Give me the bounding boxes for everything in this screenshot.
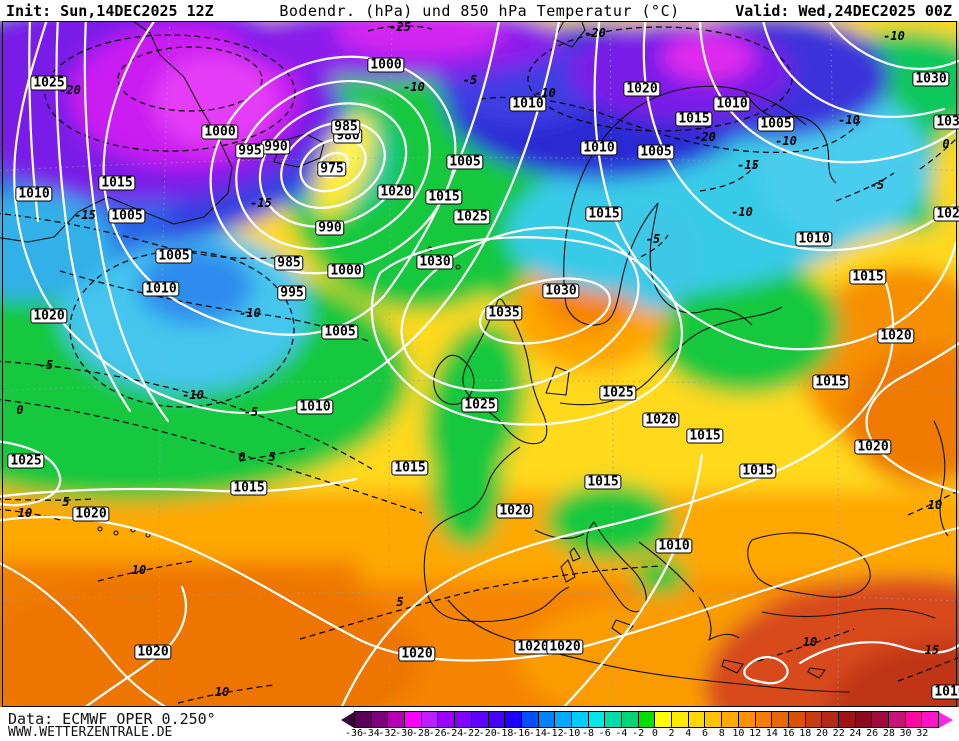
legend-tick-label: -36 — [344, 728, 364, 739]
map-border — [2, 21, 957, 707]
legend-tick-label: -22 — [461, 728, 481, 739]
legend-cell — [587, 712, 605, 727]
legend-cell — [370, 712, 388, 727]
legend-cell — [687, 712, 705, 727]
legend-cell — [854, 712, 872, 727]
legend-tick-label: -12 — [545, 728, 564, 739]
map-title: Bodendr. (hPa) und 850 hPa Temperatur (°… — [279, 2, 680, 20]
legend-cell — [771, 712, 788, 727]
legend-tick-label: 10 — [732, 728, 745, 739]
legend-tick-label: 4 — [685, 728, 692, 739]
legend-tick-label: -26 — [428, 728, 447, 739]
legend-cell — [737, 712, 755, 727]
legend-tick-label: -32 — [378, 728, 397, 739]
legend-tick-label: 32 — [916, 728, 929, 739]
valid-time-label: Valid: Wed,24DEC2025 00Z — [735, 2, 952, 20]
title-bar: Init: Sun,14DEC2025 12Z Bodendr. (hPa) u… — [0, 0, 959, 21]
legend-left-arrow-icon — [341, 711, 354, 728]
legend-tick-label: -2 — [632, 728, 645, 739]
legend-tick-label: 16 — [782, 728, 795, 739]
legend-cell — [387, 712, 405, 727]
legend-cell — [621, 712, 638, 727]
footer-bar: Data: ECMWF OPER 0.250° WWW.WETTERZENTRA… — [0, 707, 959, 741]
legend-tick-label: 6 — [701, 728, 709, 739]
legend-tick-label: -30 — [395, 728, 414, 739]
legend-cell — [754, 712, 772, 727]
legend-tick-label: 22 — [832, 728, 845, 739]
legend-tick-label: 24 — [849, 728, 862, 739]
legend-tick-label: 30 — [899, 728, 912, 739]
legend-cell — [704, 712, 722, 727]
legend-tick-label: 26 — [866, 728, 879, 739]
legend-tick-label: -28 — [411, 728, 430, 739]
legend-tick-label: 0 — [651, 728, 658, 739]
legend-cell — [637, 712, 655, 727]
map-canvas — [0, 21, 959, 707]
legend-tick-label: -8 — [581, 728, 595, 739]
legend-cell — [570, 712, 588, 727]
legend-tick-label: -10 — [562, 728, 581, 739]
legend-cell — [604, 712, 621, 727]
legend-tick-labels: -36 -34 -32 -30 -28 -26 -24 -22 -20 -18 -16 -14 -12-… — [341, 728, 953, 740]
data-source-label: Data: ECMWF OPER 0.250° — [8, 710, 216, 728]
legend-cells — [354, 711, 939, 728]
legend-tick-label: 12 — [749, 728, 762, 739]
legend-tick-label: -34 — [361, 728, 380, 739]
legend-tick-label: -6 — [598, 728, 611, 739]
legend-cell — [404, 712, 421, 727]
legend-cell — [554, 712, 571, 727]
legend-tick-label: -20 — [478, 728, 497, 739]
legend-cell — [871, 712, 888, 727]
legend-tick-label: -24 — [445, 728, 464, 739]
legend-cell — [537, 712, 555, 727]
legend-cell — [671, 712, 688, 727]
legend-tick-label: -18 — [495, 728, 514, 739]
legend-cell — [470, 712, 488, 727]
legend-cell — [520, 712, 538, 727]
legend-cell — [437, 712, 455, 727]
legend-cell — [837, 712, 855, 727]
legend-colorbar — [341, 711, 953, 728]
legend-cell — [420, 712, 438, 727]
legend-tick-label: 14 — [765, 728, 778, 739]
legend-tick-label: 18 — [799, 728, 812, 739]
legend-cell — [821, 712, 838, 727]
init-time-label: Init: Sun,14DEC2025 12Z — [6, 2, 214, 20]
legend-cell — [654, 712, 672, 727]
legend-cell — [454, 712, 471, 727]
weather-map: -25 -20 -20 -20 -15 -15 -15 -10 -10 -10 -10 -10 -10-… — [0, 21, 959, 707]
legend-tick-label: 8 — [718, 728, 725, 739]
legend-cell — [355, 712, 371, 727]
legend-right-arrow-icon — [939, 711, 953, 728]
legend-tick-label: -16 — [512, 728, 531, 739]
legend-cell — [504, 712, 521, 727]
legend-cell — [787, 712, 805, 727]
legend-tick-label: 28 — [882, 728, 895, 739]
legend-cell — [487, 712, 505, 727]
legend-tick-label: -4 — [615, 728, 628, 739]
temperature-legend: -36 -34 -32 -30 -28 -26 -24 -22 -20 -18 -16 -14 -12-… — [341, 711, 953, 741]
legend-tick-label: 2 — [668, 728, 675, 739]
legend-cell — [804, 712, 822, 727]
legend-cell — [904, 712, 922, 727]
legend-tick-label: -14 — [528, 728, 547, 739]
legend-cell — [888, 712, 905, 727]
website-label: WWW.WETTERZENTRALE.DE — [8, 725, 173, 740]
legend-cell — [921, 712, 939, 727]
legend-tick-label: 20 — [815, 728, 829, 739]
legend-cell — [721, 712, 738, 727]
